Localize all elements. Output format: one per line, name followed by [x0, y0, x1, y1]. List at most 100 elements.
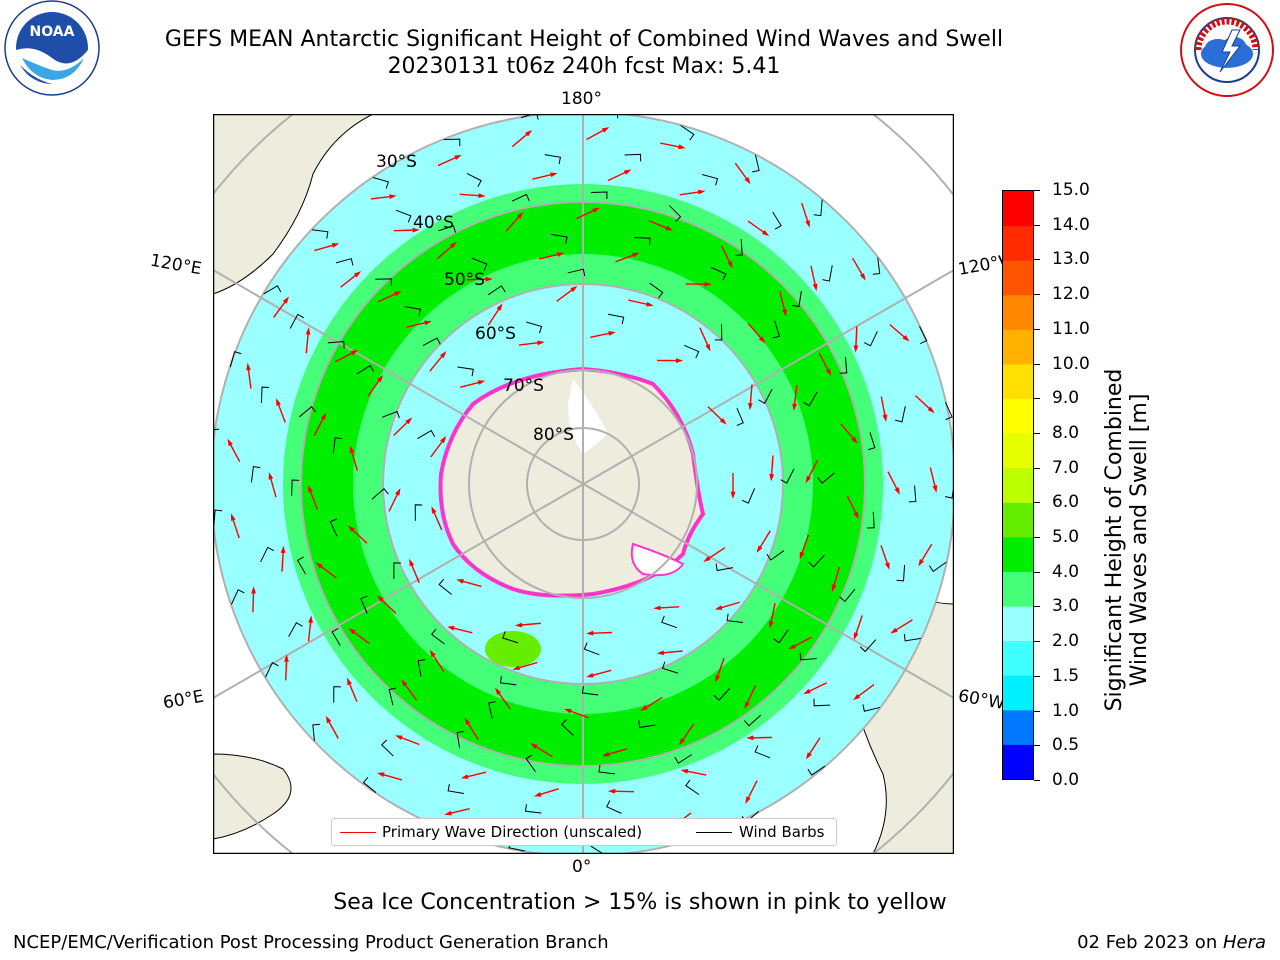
wind-barb: [862, 704, 881, 712]
colorbar-tick-label: 3.0: [1052, 596, 1080, 617]
wave-arrow: [505, 214, 522, 232]
colorbar-band: [1003, 536, 1033, 572]
wave-arrow-head: [409, 558, 415, 567]
wave-arrow-head: [608, 331, 616, 336]
wave-arrow: [430, 438, 445, 458]
wind-barb: [741, 488, 756, 504]
colorbar-tick-label: 0.5: [1052, 735, 1080, 756]
wave-arrow: [437, 155, 459, 167]
wave-arrow-head: [395, 488, 401, 496]
wave-arrow-head: [349, 445, 355, 454]
wave-arrow-head: [927, 406, 935, 414]
wave-arrow: [758, 530, 771, 550]
wind-barb: [414, 504, 423, 521]
wave-arrow-head: [653, 605, 661, 611]
colorbar-tick-label: 6.0: [1052, 492, 1080, 513]
colorbar-band: [1003, 260, 1033, 296]
wave-arrow: [718, 601, 740, 610]
wave-legend-label: Primary Wave Direction (unscaled): [382, 823, 643, 841]
wave-arrow-head: [305, 327, 311, 335]
wave-arrow: [314, 243, 336, 252]
wave-arrow-head: [769, 474, 775, 482]
wind-barb: [375, 278, 392, 286]
wind-barb: [520, 114, 539, 120]
wave-arrow: [747, 220, 767, 235]
wave-arrow-head: [429, 649, 436, 658]
wave-arrow: [679, 191, 702, 196]
wave-arrow: [589, 669, 612, 677]
wind-barb: [288, 621, 303, 637]
wave-arrow: [464, 771, 487, 779]
wave-arrow-head: [812, 283, 818, 292]
wave-arrow-head: [884, 562, 890, 570]
wave-arrow: [518, 622, 541, 626]
wave-arrow: [370, 195, 393, 200]
wind-barb: [638, 720, 656, 728]
wave-arrow: [537, 788, 559, 796]
wave-arrow-head: [376, 595, 384, 603]
wave-arrow: [734, 162, 749, 182]
wave-arrow: [459, 381, 482, 388]
wave-arrow-head: [851, 436, 858, 444]
wave-arrow-head: [395, 735, 403, 741]
wind-barb: [525, 754, 536, 772]
wave-arrow: [628, 299, 651, 306]
wave-arrow-head: [703, 555, 711, 562]
footer-machine: Hera: [1222, 932, 1266, 953]
wind-barb: [822, 265, 833, 282]
wave-arrow-head: [646, 301, 654, 307]
wave-arrow-head: [424, 320, 432, 326]
colorbar-tick-mark: [1034, 780, 1040, 781]
wave-arrow-head: [705, 343, 711, 352]
colorbar-band: [1003, 225, 1033, 261]
wave-arrow-head: [570, 285, 578, 293]
wave-arrow-head: [516, 211, 524, 219]
wind-barb: [393, 562, 401, 579]
colorbar-band: [1003, 744, 1033, 779]
wind-barb: [381, 410, 400, 419]
wind-barb: [928, 561, 947, 573]
wave-arrow: [770, 455, 774, 478]
svg-text:NOAA: NOAA: [30, 24, 75, 40]
wave-arrow-head: [537, 340, 545, 346]
colorbar-tick-mark: [1034, 467, 1040, 469]
wave-arrow-head: [331, 243, 340, 248]
wave-arrow: [807, 737, 821, 757]
wave-arrow: [720, 244, 732, 266]
wave-arrow-head: [227, 438, 233, 447]
wave-arrow-head: [308, 485, 313, 493]
wind-barb: [331, 628, 341, 646]
wind-barb: [711, 267, 727, 281]
wind-barb: [616, 114, 619, 119]
wave-arrow-head: [665, 225, 673, 231]
colorbar-band: [1003, 363, 1033, 400]
wave-arrow-head: [704, 281, 712, 287]
wave-arrow-head: [477, 380, 486, 385]
wave-arrow: [846, 495, 858, 516]
wave-arrow-head: [853, 693, 861, 701]
wave-arrow: [810, 265, 817, 288]
wave-arrow: [887, 471, 899, 492]
wave-arrow-head: [890, 627, 898, 634]
wind-barb: [772, 211, 782, 230]
wind-barb: [395, 209, 412, 223]
wave-direction-arrows: [227, 127, 938, 836]
wave-arrow-head: [564, 708, 572, 714]
wave-arrow: [539, 253, 561, 260]
wave-arrow: [657, 606, 680, 609]
wave-arrow-head: [805, 752, 812, 760]
colorbar-tick-mark: [1034, 259, 1040, 261]
wave-arrow-head: [268, 472, 274, 480]
wind-barb: [551, 233, 568, 244]
wind-barb: [381, 739, 394, 757]
wind-barb: [808, 554, 825, 568]
wave-arrow-head: [376, 772, 385, 778]
colorbar-tick-mark: [1034, 190, 1040, 191]
wave-arrow: [313, 415, 326, 436]
wind-barb: [772, 320, 781, 339]
wave-arrow-head: [464, 717, 471, 725]
wave-arrow-head: [831, 584, 837, 592]
wind-barb: [799, 652, 817, 661]
wave-arrow: [605, 748, 628, 756]
wave-arrow-head: [284, 654, 289, 662]
